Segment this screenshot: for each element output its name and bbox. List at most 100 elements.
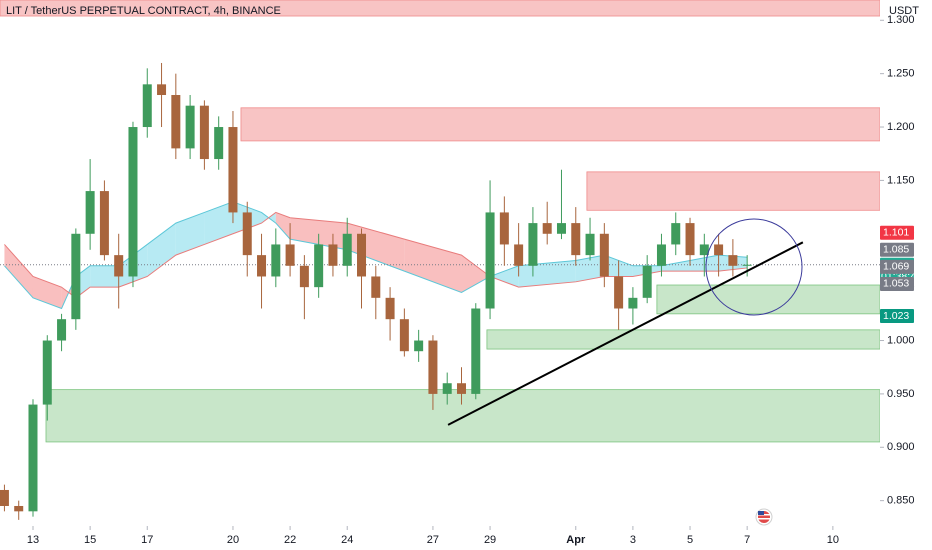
candle-body	[528, 223, 538, 266]
candle-body	[656, 244, 666, 266]
x-tick-label: 27	[427, 534, 439, 546]
candle-body	[585, 233, 595, 256]
candle-body	[671, 223, 681, 245]
candle-body	[14, 505, 24, 512]
ribbon-fill	[147, 223, 176, 277]
price-label-box	[880, 259, 914, 274]
candle-body	[542, 223, 552, 234]
currency-label: USDT	[889, 5, 919, 17]
candle-body	[342, 233, 352, 266]
candle-body	[628, 297, 638, 309]
x-tick-label: 5	[687, 534, 693, 546]
ribbon-fill	[347, 223, 405, 272]
candle-body	[714, 244, 724, 256]
price-label-box	[880, 276, 914, 291]
price-label-box	[880, 225, 914, 240]
candle-body	[242, 212, 252, 256]
candle-body	[42, 340, 52, 405]
candle-body	[142, 84, 152, 128]
candle-body	[385, 297, 395, 320]
candle-body	[514, 244, 524, 266]
candle-body	[328, 244, 338, 266]
candle-body	[599, 233, 609, 277]
candle-body	[414, 340, 424, 352]
candle-body	[685, 223, 695, 256]
x-tick-label: 29	[484, 534, 496, 546]
candle-body	[157, 84, 167, 96]
price-label: 1.023	[883, 310, 909, 322]
candle-body	[128, 127, 138, 277]
zone	[656, 284, 881, 315]
candle-body	[571, 223, 581, 256]
candle-body	[699, 244, 709, 256]
x-tick-label: 3	[630, 534, 636, 546]
price-label: 1.069	[883, 261, 909, 273]
price-label-box	[880, 242, 914, 257]
y-tick-label: 1.250	[887, 68, 915, 80]
candle-body	[499, 212, 509, 245]
highlight-circle	[705, 218, 803, 316]
candle-body	[642, 265, 652, 298]
candle-body	[442, 383, 452, 394]
zone	[586, 171, 881, 211]
candle-body	[114, 255, 124, 277]
candle-body	[85, 191, 95, 234]
x-tick-label: 15	[84, 534, 96, 546]
candle-body	[485, 212, 495, 309]
candle-body	[471, 308, 481, 394]
candle-body	[399, 319, 409, 352]
ribbon-fill	[4, 244, 33, 298]
plot-area	[0, 0, 881, 520]
zone	[45, 389, 881, 443]
candle-body	[71, 233, 81, 320]
candle-body	[57, 319, 67, 341]
ribbon-fill	[575, 255, 605, 282]
y-tick-label: 1.300	[887, 14, 915, 26]
flag-icon	[755, 508, 773, 526]
x-tick-label: 7	[744, 534, 750, 546]
candle-body	[357, 233, 367, 277]
ribbon-fill	[175, 212, 205, 256]
trendline	[447, 241, 804, 426]
candle-body	[214, 127, 224, 160]
price-label-box	[880, 308, 914, 323]
ribbon-fill	[32, 276, 62, 309]
x-tick-label: 22	[284, 534, 296, 546]
candle-body	[371, 276, 381, 298]
candle-body	[271, 244, 281, 277]
candle-body	[556, 223, 566, 234]
ribbon-fill	[490, 265, 519, 288]
candle-body	[299, 265, 309, 288]
ribbon-fill	[204, 201, 233, 245]
zone	[240, 107, 881, 142]
ribbon-fill	[275, 212, 291, 240]
y-tick-label: 0.950	[887, 388, 915, 400]
overlay: 0.8500.9000.9501.0001.0501.1001.1501.200…	[27, 14, 922, 546]
x-tick-label: 13	[27, 534, 39, 546]
zone	[486, 329, 881, 350]
ribbon-line	[4, 211, 748, 299]
candle-body	[99, 191, 109, 256]
x-tick-label: 10	[827, 534, 839, 546]
candle-body	[285, 244, 295, 266]
candle-body	[456, 383, 466, 394]
ribbon-fill	[90, 265, 119, 288]
y-tick-label: 0.900	[887, 441, 915, 453]
price-label: 1.085	[883, 244, 909, 256]
candle-body	[185, 105, 195, 149]
price-label: 1.053	[883, 278, 909, 290]
candle-body	[728, 255, 738, 266]
candle-body	[614, 276, 624, 309]
chart-title: LIT / TetherUS PERPETUAL CONTRACT, 4h, B…	[6, 5, 281, 17]
candle-body	[199, 105, 209, 160]
x-tick-label: 24	[341, 534, 353, 546]
candle-body	[171, 95, 181, 149]
ribbon-fill	[661, 260, 691, 272]
candle-body	[742, 264, 752, 266]
price-label: 1.101	[883, 226, 909, 238]
candle-body	[428, 340, 438, 394]
y-tick-label: 1.000	[887, 334, 915, 346]
candle-body	[314, 244, 324, 288]
ribbon-fill	[404, 239, 462, 293]
